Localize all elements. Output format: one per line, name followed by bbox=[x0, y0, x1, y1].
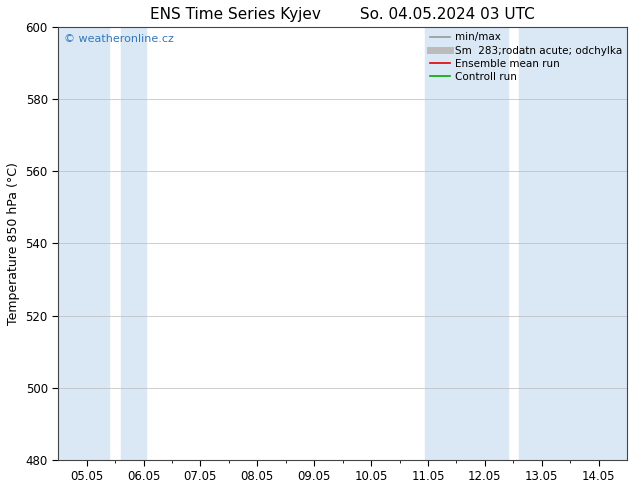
Text: © weatheronline.cz: © weatheronline.cz bbox=[64, 34, 174, 44]
Title: ENS Time Series Kyjev        So. 04.05.2024 03 UTC: ENS Time Series Kyjev So. 04.05.2024 03 … bbox=[150, 7, 535, 22]
Bar bbox=[425, 27, 508, 460]
Bar bbox=[58, 27, 110, 460]
Bar bbox=[519, 27, 627, 460]
Bar bbox=[120, 27, 146, 460]
Legend: min/max, Sm  283;rodatn acute; odchylka, Ensemble mean run, Controll run: min/max, Sm 283;rodatn acute; odchylka, … bbox=[430, 32, 622, 82]
Y-axis label: Temperature 850 hPa (°C): Temperature 850 hPa (°C) bbox=[7, 162, 20, 325]
